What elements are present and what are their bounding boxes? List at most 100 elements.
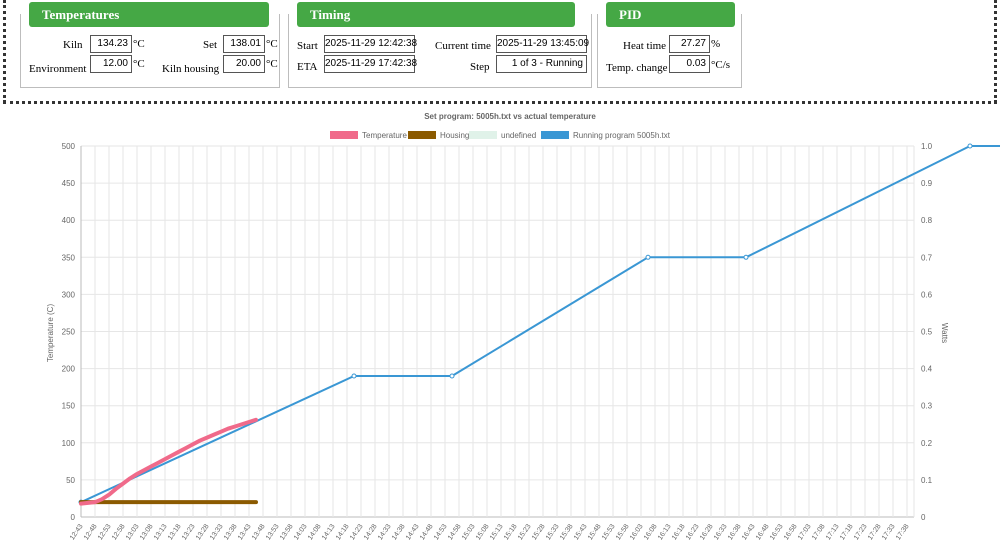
x-tick-label: 16:03 [629, 523, 645, 541]
x-tick-label: 16:28 [699, 523, 715, 541]
y-axis-label: Temperature (C) [46, 304, 55, 363]
x-tick-label: 15:08 [475, 523, 491, 541]
x-tick-label: 16:18 [671, 523, 687, 541]
x-tick-label: 13:58 [279, 523, 295, 541]
dotted-border-left [3, 0, 6, 103]
legend-swatch-3 [541, 131, 569, 139]
x-tick-label: 15:48 [587, 523, 603, 541]
y-tick-label: 100 [62, 439, 76, 448]
housing-value: 20.00 [223, 55, 265, 73]
x-tick-label: 16:13 [657, 523, 673, 541]
series-point [967, 143, 973, 149]
housing-label: Kiln housing [162, 63, 220, 75]
x-tick-label: 14:58 [447, 523, 463, 541]
temp-change-value: 0.03 [669, 55, 710, 73]
legend-swatch-0 [330, 131, 358, 139]
x-tick-label: 13:28 [195, 523, 211, 541]
y-tick-label: 350 [62, 253, 76, 262]
x-tick-label: 13:23 [181, 523, 197, 541]
set-value: 138.01 [223, 35, 265, 53]
heat-time-unit: % [711, 38, 721, 50]
series-line-0 [79, 417, 258, 506]
x-tick-label: 15:38 [559, 523, 575, 541]
y-tick-label: 400 [62, 216, 76, 225]
kiln-unit: °C [133, 38, 145, 50]
y2-tick-label: 0.5 [921, 328, 933, 337]
x-tick-label: 16:33 [713, 523, 729, 541]
legend-label-1: Housing [440, 131, 469, 140]
x-tick-label: 16:53 [769, 523, 785, 541]
x-tick-label: 14:33 [377, 523, 393, 541]
y2-tick-label: 0.4 [921, 365, 933, 374]
y2-tick-label: 0 [921, 513, 926, 522]
x-tick-label: 17:33 [881, 523, 897, 541]
environment-label: Environment [29, 63, 87, 75]
x-tick-label: 17:28 [867, 523, 883, 541]
x-tick-label: 14:03 [293, 523, 309, 541]
y-tick-label: 250 [62, 328, 76, 337]
x-tick-label: 15:03 [461, 523, 477, 541]
series-line-3 [80, 145, 1000, 504]
temp-change-unit: °C/s [711, 59, 731, 71]
step-value: 1 of 3 - Running [496, 55, 587, 73]
pid-panel: PID Heat time 27.27 % Temp. change 0.03 … [597, 2, 742, 88]
x-tick-label: 13:18 [167, 523, 183, 541]
series-point [645, 254, 651, 260]
x-tick-label: 17:08 [811, 523, 827, 541]
y-tick-label: 300 [62, 290, 76, 299]
y2-tick-label: 0.3 [921, 402, 933, 411]
y2-tick-label: 0.6 [921, 290, 933, 299]
x-tick-label: 14:13 [321, 523, 337, 541]
set-label: Set [203, 39, 218, 51]
legend-swatch-2 [469, 131, 497, 139]
current-time-value: 2025-11-29 13:45:09 [496, 35, 589, 53]
status-panel-area: Temperatures Kiln 134.23 °C Set 138.01 °… [0, 0, 1000, 104]
series-point [351, 373, 357, 379]
heat-time-value: 27.27 [669, 35, 710, 53]
environment-unit: °C [133, 58, 145, 70]
x-tick-label: 13:33 [209, 523, 225, 541]
series-point [449, 373, 455, 379]
temperatures-panel-title: Temperatures [29, 2, 269, 27]
y2-tick-label: 0.9 [921, 179, 933, 188]
heat-time-label: Heat time [623, 40, 667, 52]
x-tick-label: 13:48 [251, 523, 267, 541]
y2-tick-label: 0.8 [921, 216, 933, 225]
current-time-label: Current time [435, 40, 491, 52]
x-tick-label: 13:03 [125, 523, 141, 541]
x-tick-label: 15:43 [573, 523, 589, 541]
x-tick-label: 15:28 [531, 523, 547, 541]
x-tick-label: 16:08 [643, 523, 659, 541]
y-axis-ticks: 0 50 100 150 200 250 300 350 400 450 500 [62, 142, 76, 522]
x-tick-label: 14:18 [335, 523, 351, 541]
x-tick-label: 15:13 [489, 523, 505, 541]
x-tick-label: 14:48 [419, 523, 435, 541]
x-tick-label: 15:33 [545, 523, 561, 541]
chart-legend: Temperature Housing undefined Running progr… [330, 131, 671, 140]
timing-panel-title: Timing [297, 2, 575, 27]
x-tick-label: 13:13 [153, 523, 169, 541]
x-tick-label: 17:38 [895, 523, 911, 541]
legend-label-0: Temperature [362, 131, 407, 140]
x-tick-label: 13:43 [237, 523, 253, 541]
x-tick-label: 15:18 [503, 523, 519, 541]
y2-tick-label: 1.0 [921, 142, 933, 151]
x-tick-label: 16:58 [783, 523, 799, 541]
x-tick-label: 12:53 [97, 523, 113, 541]
housing-unit: °C [266, 58, 278, 70]
x-tick-label: 14:23 [349, 523, 365, 541]
x-tick-label: 17:03 [797, 523, 813, 541]
x-tick-label: 16:48 [755, 523, 771, 541]
set-unit: °C [266, 38, 278, 50]
x-tick-label: 17:18 [839, 523, 855, 541]
y2-tick-label: 0.1 [921, 476, 933, 485]
environment-value: 12.00 [90, 55, 132, 73]
legend-swatch-1 [408, 131, 436, 139]
y-tick-label: 150 [62, 402, 76, 411]
x-tick-label: 14:38 [391, 523, 407, 541]
step-label: Step [470, 61, 490, 73]
x-tick-label: 17:23 [853, 523, 869, 541]
y-tick-label: 200 [62, 365, 76, 374]
x-tick-label: 14:08 [307, 523, 323, 541]
y2-tick-label: 0.7 [921, 253, 933, 262]
